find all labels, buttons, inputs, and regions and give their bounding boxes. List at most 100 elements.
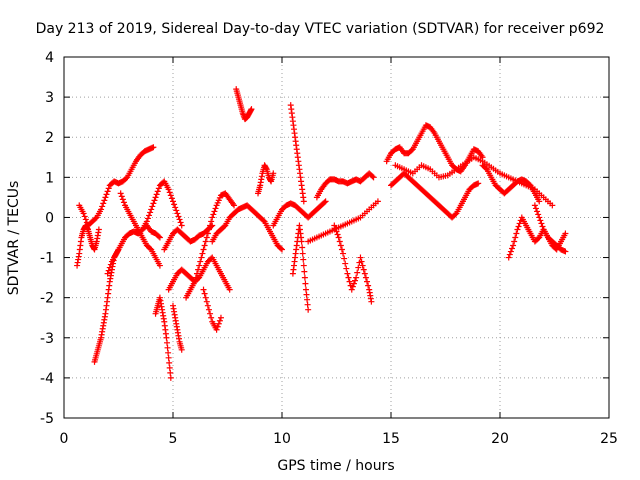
data-point: [165, 349, 172, 356]
data-point: [221, 223, 228, 230]
data-point: [333, 228, 340, 235]
data-point: [511, 238, 518, 245]
data-point: [82, 216, 89, 223]
data-point: [143, 218, 150, 225]
data-point: [207, 310, 214, 317]
x-tick-label: 15: [382, 431, 400, 447]
data-point: [167, 369, 174, 376]
data-point: [535, 211, 542, 218]
data-point: [362, 274, 369, 281]
series-arc-7: [152, 294, 174, 381]
series-arc-25: [479, 162, 543, 205]
data-point: [562, 230, 569, 237]
data-point: [212, 205, 219, 212]
series-arc-12: [200, 286, 224, 333]
data-point: [117, 190, 124, 197]
series-arc-18: [289, 222, 312, 313]
y-tick-label: 3: [45, 90, 54, 106]
data-point: [340, 250, 347, 257]
data-point: [532, 205, 539, 212]
data-point: [151, 197, 158, 204]
data-point: [193, 270, 200, 277]
data-point: [150, 144, 157, 151]
data-point: [349, 283, 356, 290]
x-tick-label: 10: [273, 431, 291, 447]
x-tick-label: 5: [169, 431, 178, 447]
data-point: [369, 173, 376, 180]
data-point: [301, 274, 308, 281]
data-point: [175, 213, 182, 220]
y-tick-label: 0: [45, 210, 54, 226]
data-point: [165, 186, 172, 193]
series-arc-22: [383, 122, 486, 175]
data-point: [322, 198, 329, 205]
data-point: [202, 294, 209, 301]
data-point: [204, 302, 211, 309]
y-tick-label: 4: [45, 50, 54, 66]
y-tick-label: 1: [45, 170, 54, 186]
data-point: [192, 274, 199, 281]
data-point: [196, 262, 203, 269]
series-arc-14: [233, 86, 255, 123]
data-point: [302, 286, 309, 293]
data-point: [350, 280, 357, 287]
series-arc-15: [255, 162, 277, 197]
data-point: [103, 191, 110, 198]
data-point: [171, 201, 178, 208]
data-point: [452, 211, 459, 218]
data-point: [355, 264, 362, 271]
data-point: [208, 223, 215, 230]
series-arc-6: [139, 178, 185, 233]
data-point: [201, 290, 208, 297]
data-point: [178, 222, 185, 229]
data-point: [155, 185, 162, 192]
data-point: [300, 256, 307, 263]
series-arc-21: [331, 222, 375, 305]
data-point: [364, 278, 371, 285]
data-point: [209, 214, 216, 221]
data-point: [154, 188, 161, 195]
data-point: [197, 258, 204, 265]
data-point: [155, 233, 162, 240]
x-tick-label: 25: [600, 431, 618, 447]
series-arc-19: [313, 170, 377, 201]
data-point: [156, 234, 163, 241]
data-point: [507, 248, 514, 255]
data-point: [332, 225, 339, 232]
data-point: [361, 270, 368, 277]
data-point: [348, 286, 355, 293]
data-point: [99, 203, 106, 210]
data-point: [166, 189, 173, 196]
series-arc-1: [74, 222, 102, 269]
data-point: [201, 242, 208, 249]
y-tick-label: -3: [40, 331, 54, 347]
data-point: [357, 254, 364, 261]
data-point: [537, 217, 544, 224]
data-point: [359, 262, 366, 269]
series-arc-20: [305, 198, 381, 245]
data-point: [80, 210, 87, 217]
data-point: [365, 282, 372, 289]
data-point: [368, 298, 375, 305]
data-point: [336, 238, 343, 245]
series-arc-8: [161, 222, 216, 253]
data-point: [172, 204, 179, 211]
x-tick-label: 20: [491, 431, 509, 447]
data-point: [216, 317, 223, 324]
y-tick-label: 2: [45, 130, 54, 146]
data-point: [535, 235, 542, 242]
data-point: [166, 359, 173, 366]
series-arc-10: [170, 302, 185, 353]
data-point: [98, 206, 105, 213]
data-point: [203, 298, 210, 305]
data-point: [536, 198, 543, 205]
data-point: [148, 206, 155, 213]
data-point: [534, 208, 541, 215]
y-tick-label: -5: [40, 411, 54, 427]
data-point: [298, 238, 305, 245]
data-point: [168, 195, 175, 202]
data-point: [104, 270, 111, 277]
data-point: [337, 242, 344, 249]
data-point: [352, 277, 359, 284]
